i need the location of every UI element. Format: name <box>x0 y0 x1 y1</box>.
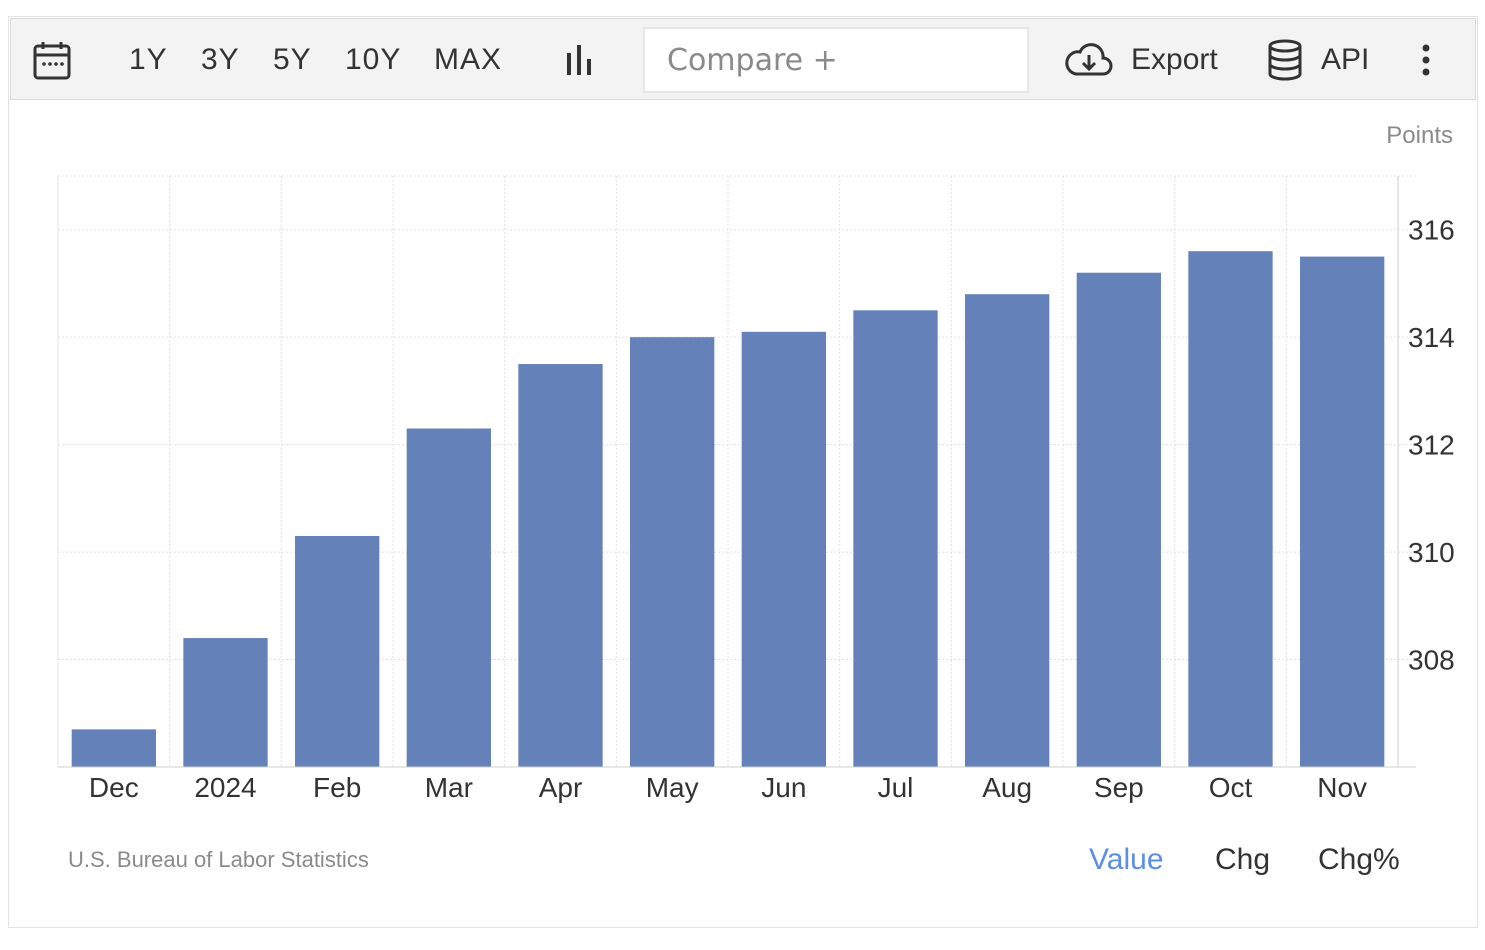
x-tick-label: May <box>646 772 699 803</box>
y-tick-label: 308 <box>1408 645 1455 676</box>
x-tick-label: Aug <box>982 772 1032 803</box>
range-3y-button[interactable]: 3Y <box>201 43 240 76</box>
database-icon <box>1268 39 1302 81</box>
x-tick-label: Jun <box>761 772 806 803</box>
bar-jul[interactable] <box>853 310 938 767</box>
value-mode-button[interactable]: Value <box>1089 843 1164 876</box>
source-label: U.S. Bureau of Labor Statistics <box>68 847 369 872</box>
bar-nov[interactable] <box>1300 256 1385 767</box>
api-button[interactable]: API <box>1267 19 1369 101</box>
bar-may[interactable] <box>630 337 715 767</box>
change-percent-mode-button[interactable]: Chg% <box>1318 843 1400 876</box>
bar-aug[interactable] <box>965 294 1050 767</box>
vertical-ellipsis-icon[interactable] <box>1421 19 1431 101</box>
bar-dec[interactable] <box>71 729 156 767</box>
range-max-button[interactable]: MAX <box>434 43 503 76</box>
bar-sep[interactable] <box>1076 272 1161 767</box>
x-tick-label: Dec <box>89 772 139 803</box>
y-tick-label: 316 <box>1408 215 1455 246</box>
compare-input[interactable]: Compare + <box>643 27 1029 93</box>
export-button[interactable]: Export <box>1063 19 1218 101</box>
y-tick-label: 310 <box>1408 537 1455 568</box>
bar-2024[interactable] <box>183 638 268 767</box>
api-label: API <box>1321 43 1370 76</box>
bar-apr[interactable] <box>518 364 603 767</box>
range-10y-button[interactable]: 10Y <box>345 43 402 76</box>
calendar-icon[interactable] <box>33 19 71 101</box>
export-label: Export <box>1131 43 1218 76</box>
change-mode-button[interactable]: Chg <box>1215 843 1271 876</box>
y-tick-label: 314 <box>1408 322 1455 353</box>
x-tick-label: Jul <box>878 772 914 803</box>
x-tick-label: Apr <box>539 772 583 803</box>
x-tick-label: 2024 <box>194 772 256 803</box>
x-tick-label: Nov <box>1317 772 1367 803</box>
y-tick-label: 312 <box>1408 430 1455 461</box>
chart-toolbar: 1Y 3Y 5Y 10Y MAX Compare + Export API <box>10 18 1476 100</box>
x-tick-label: Mar <box>425 772 473 803</box>
range-1y-button[interactable]: 1Y <box>129 43 168 76</box>
bar-oct[interactable] <box>1188 251 1273 767</box>
bar-chart-icon[interactable] <box>563 19 595 101</box>
cloud-download-icon <box>1065 43 1113 76</box>
bar-jun[interactable] <box>741 331 826 767</box>
x-tick-label: Feb <box>313 772 361 803</box>
unit-label: Points <box>1386 122 1453 149</box>
x-tick-label: Oct <box>1209 772 1253 803</box>
bar-mar[interactable] <box>406 428 491 767</box>
x-tick-label: Sep <box>1094 772 1144 803</box>
range-5y-button[interactable]: 5Y <box>273 43 312 76</box>
bar-feb[interactable] <box>295 535 380 767</box>
